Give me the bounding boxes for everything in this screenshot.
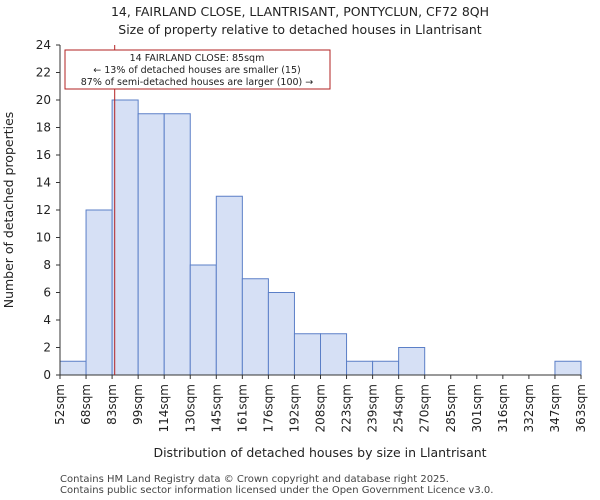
bar-83sqm [111,99,139,376]
x-tick-label: 316sqm [496,384,510,432]
y-tick-label: 16 [36,148,51,162]
x-tick-label: 208sqm [314,384,328,432]
footer-line-2: Contains public sector information licen… [60,485,494,496]
annotation-box: 14 FAIRLAND CLOSE: 85sqm ← 13% of detach… [64,49,331,90]
bar-223sqm [346,360,374,376]
y-axis-title: Number of detached properties [1,112,16,309]
x-tick-label: 301sqm [470,384,484,432]
bar-52sqm [59,360,87,376]
y-tick-label: 20 [36,93,51,107]
y-tick-label: 22 [36,66,51,80]
bar-99sqm [137,113,165,376]
annotation-line-3: 87% of semi-detached houses are larger (… [81,77,314,88]
y-tick-label: 18 [36,121,51,135]
bar-192sqm [293,333,322,376]
y-tick-label: 6 [43,286,51,300]
x-tick-label: 347sqm [548,384,562,432]
x-tick-label: 223sqm [340,384,354,432]
x-tick-label: 285sqm [444,384,458,432]
y-tick-label: 12 [36,203,51,217]
x-tick-label: 363sqm [574,384,588,432]
bar-114sqm [163,113,191,376]
bar-145sqm [215,195,243,376]
x-tick-label: 161sqm [235,384,249,432]
bars-group [59,45,582,376]
bar-254sqm [398,347,426,376]
x-tick-label: 68sqm [79,384,93,425]
x-tick-label: 192sqm [287,384,301,432]
x-tick-label: 332sqm [522,384,536,432]
x-tick-label: 99sqm [131,384,145,425]
x-axis-title: Distribution of detached houses by size … [153,445,486,460]
y-tick-label: 14 [36,176,51,190]
x-tick-label: 114sqm [157,384,171,432]
x-tick-label: 52sqm [53,384,67,425]
bar-130sqm [189,264,217,376]
x-tick-label: 176sqm [261,384,275,432]
x-tick-label: 270sqm [418,384,432,432]
chart-title-line1: 14, FAIRLAND CLOSE, LLANTRISANT, PONTYCL… [111,4,489,19]
y-tick-label: 10 [36,231,51,245]
annotation-line-2: ← 13% of detached houses are smaller (15… [93,65,300,76]
x-tick-label: 254sqm [392,384,406,432]
x-tick-label: 239sqm [366,384,380,432]
y-tick-label: 8 [43,258,51,272]
y-tick-label: 0 [43,368,51,382]
x-axis-ticks: 52sqm 68sqm 83sqm 99sqm 114sqm 130sqm 145sqm 16… [53,375,588,432]
y-tick-label: 2 [43,341,51,355]
bar-68sqm [85,209,113,376]
x-tick-label: 130sqm [183,384,197,432]
footer-line-1: Contains HM Land Registry data © Crown c… [60,474,449,485]
bar-208sqm [320,333,348,376]
annotation-frame [64,49,331,90]
y-tick-label: 24 [36,38,51,52]
x-tick-label: 145sqm [209,384,223,432]
chart-title-line2: Size of property relative to detached ho… [118,22,482,37]
x-tick-label: 83sqm [105,384,119,425]
bar-176sqm [267,292,295,376]
bar-239sqm [372,360,400,376]
annotation-line-1: 14 FAIRLAND CLOSE: 85sqm [130,53,265,64]
bar-347sqm [554,360,582,376]
y-tick-label: 4 [43,313,51,327]
bar-161sqm [241,278,269,376]
